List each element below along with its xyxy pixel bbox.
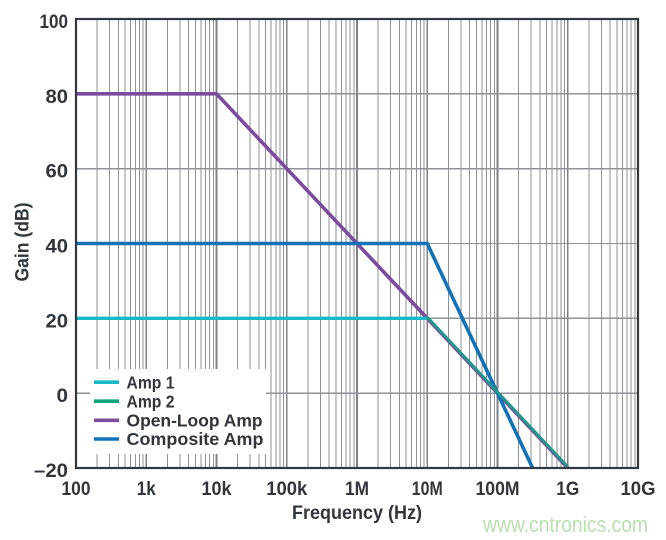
svg-text:1G: 1G bbox=[556, 478, 579, 500]
svg-text:60: 60 bbox=[46, 161, 69, 183]
svg-text:Amp 2: Amp 2 bbox=[127, 391, 175, 411]
svg-text:10k: 10k bbox=[202, 478, 232, 500]
svg-text:10M: 10M bbox=[412, 478, 443, 500]
svg-text:20: 20 bbox=[46, 310, 69, 332]
svg-text:Gain (dB): Gain (dB) bbox=[13, 203, 34, 282]
svg-text:100: 100 bbox=[62, 478, 91, 500]
svg-text:Composite Amp: Composite Amp bbox=[127, 429, 264, 449]
svg-text:100k: 100k bbox=[266, 478, 307, 500]
svg-text:1M: 1M bbox=[345, 478, 369, 500]
svg-text:10G: 10G bbox=[621, 478, 656, 500]
svg-text:0: 0 bbox=[57, 385, 69, 407]
svg-text:Frequency (Hz): Frequency (Hz) bbox=[292, 503, 422, 524]
svg-text:Amp 1: Amp 1 bbox=[127, 372, 175, 392]
svg-text:–20: –20 bbox=[34, 460, 68, 482]
svg-text:100: 100 bbox=[40, 11, 69, 33]
svg-text:80: 80 bbox=[46, 86, 69, 108]
svg-text:1k: 1k bbox=[137, 478, 156, 500]
svg-text:40: 40 bbox=[46, 236, 69, 258]
svg-text:Open-Loop Amp: Open-Loop Amp bbox=[127, 411, 263, 431]
svg-text:100M: 100M bbox=[476, 478, 520, 500]
svg-text:www.cntronics.com: www.cntronics.com bbox=[482, 512, 648, 537]
